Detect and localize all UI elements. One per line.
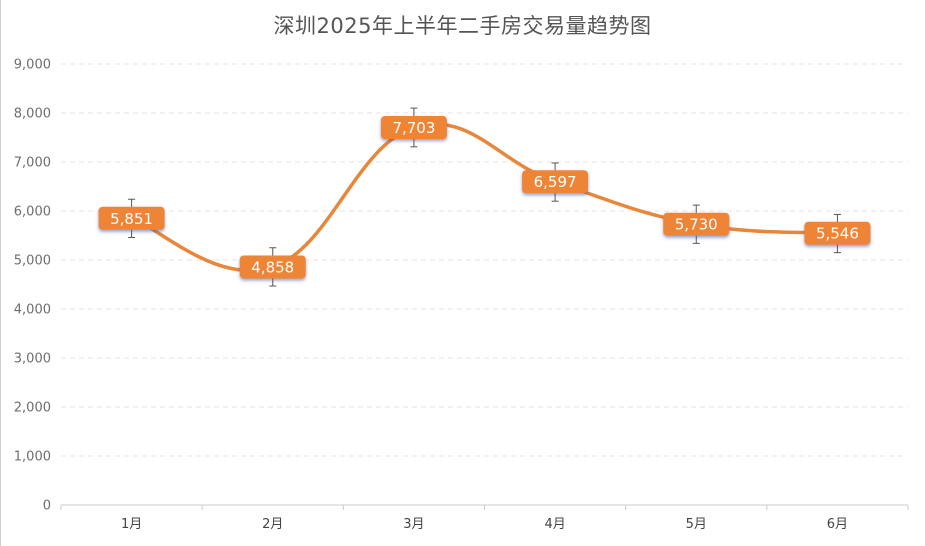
x-tick-label: 5月 xyxy=(686,517,707,532)
data-label-badge xyxy=(522,170,589,194)
x-tick-label: 1月 xyxy=(121,517,142,532)
y-tick-label: 6,000 xyxy=(14,205,51,220)
y-tick-label: 3,000 xyxy=(14,352,51,367)
y-tick-label: 0 xyxy=(43,499,51,514)
data-label-text: 5,851 xyxy=(110,210,153,228)
chart-title: 深圳2025年上半年二手房交易量趋势图 xyxy=(273,14,652,38)
x-tick-label: 6月 xyxy=(827,517,848,532)
data-label: 7,703 xyxy=(380,116,447,140)
window-left-border xyxy=(0,0,1,546)
data-label-text: 7,703 xyxy=(392,119,435,137)
data-label-badge xyxy=(804,221,871,245)
data-label-text: 4,858 xyxy=(251,258,294,276)
data-label-badge xyxy=(98,206,165,230)
data-label-text: 5,546 xyxy=(816,225,859,243)
data-label-badge xyxy=(663,212,730,236)
data-label-text: 5,730 xyxy=(675,216,718,234)
data-label-text: 6,597 xyxy=(534,173,577,191)
series-line xyxy=(129,122,840,273)
data-label: 5,546 xyxy=(804,221,871,245)
y-tick-label: 9,000 xyxy=(14,58,51,73)
x-tick-label: 3月 xyxy=(403,517,424,532)
data-label: 4,858 xyxy=(239,255,306,279)
y-tick-label: 5,000 xyxy=(14,254,51,269)
data-label-badge xyxy=(380,116,447,140)
x-tick-label: 4月 xyxy=(544,517,565,532)
data-label: 6,597 xyxy=(522,170,589,194)
y-tick-label: 8,000 xyxy=(14,107,51,122)
y-tick-label: 7,000 xyxy=(14,156,51,171)
data-label: 5,851 xyxy=(98,206,165,230)
y-tick-label: 2,000 xyxy=(14,401,51,416)
y-tick-label: 1,000 xyxy=(14,450,51,465)
x-tick-label: 2月 xyxy=(262,517,283,532)
data-label: 5,730 xyxy=(663,212,730,236)
y-tick-label: 4,000 xyxy=(14,303,51,318)
data-label-badge xyxy=(239,255,306,279)
